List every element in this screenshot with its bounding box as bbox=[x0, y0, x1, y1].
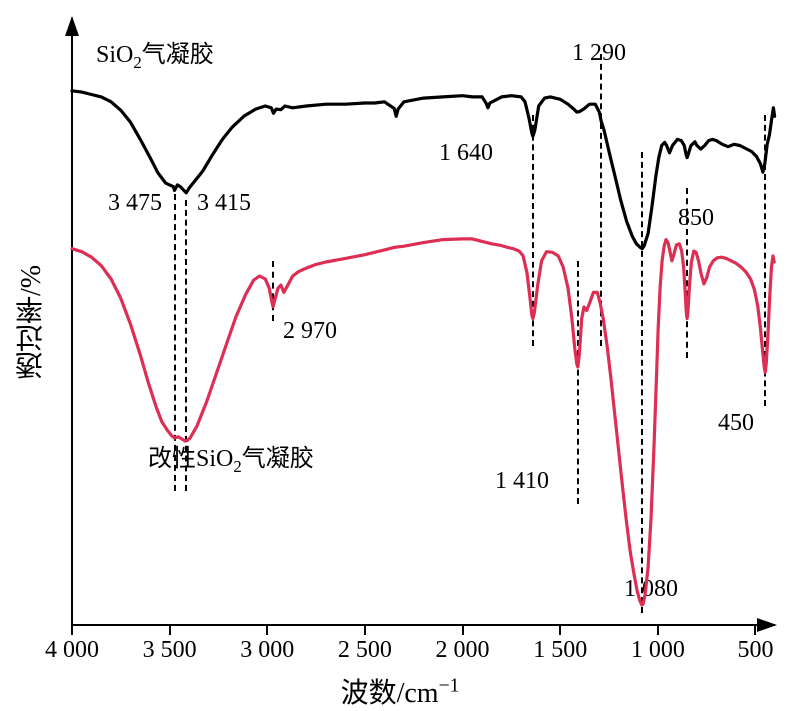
spectrum-line bbox=[72, 239, 774, 605]
spectrum-line bbox=[72, 91, 775, 249]
ftir-chart: 透过率/% 波数/cm−1 4 0003 5003 0002 5002 0001… bbox=[0, 0, 800, 705]
spectra-lines bbox=[0, 0, 800, 705]
